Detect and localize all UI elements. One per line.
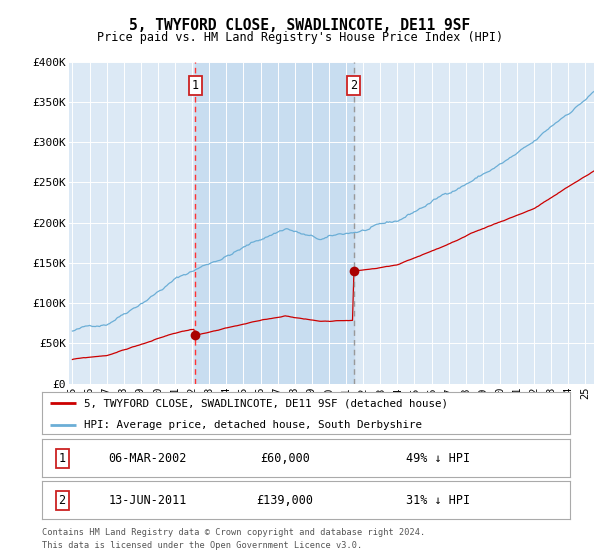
Text: £60,000: £60,000 (260, 451, 310, 465)
Text: 06-MAR-2002: 06-MAR-2002 (109, 451, 187, 465)
Text: 5, TWYFORD CLOSE, SWADLINCOTE, DE11 9SF (detached house): 5, TWYFORD CLOSE, SWADLINCOTE, DE11 9SF … (84, 398, 448, 408)
Text: HPI: Average price, detached house, South Derbyshire: HPI: Average price, detached house, Sout… (84, 420, 422, 430)
Text: 5, TWYFORD CLOSE, SWADLINCOTE, DE11 9SF: 5, TWYFORD CLOSE, SWADLINCOTE, DE11 9SF (130, 18, 470, 32)
Text: Contains HM Land Registry data © Crown copyright and database right 2024.: Contains HM Land Registry data © Crown c… (42, 529, 425, 538)
Bar (195, 62, 354, 384)
Text: 49% ↓ HPI: 49% ↓ HPI (406, 451, 470, 465)
Text: This data is licensed under the Open Government Licence v3.0.: This data is licensed under the Open Gov… (42, 541, 362, 550)
Text: £139,000: £139,000 (256, 493, 313, 507)
Text: 1: 1 (191, 80, 199, 92)
Text: 2: 2 (59, 493, 65, 507)
Text: 31% ↓ HPI: 31% ↓ HPI (406, 493, 470, 507)
Text: 13-JUN-2011: 13-JUN-2011 (109, 493, 187, 507)
Text: 2: 2 (350, 80, 357, 92)
Text: Price paid vs. HM Land Registry's House Price Index (HPI): Price paid vs. HM Land Registry's House … (97, 31, 503, 44)
Text: 1: 1 (59, 451, 65, 465)
